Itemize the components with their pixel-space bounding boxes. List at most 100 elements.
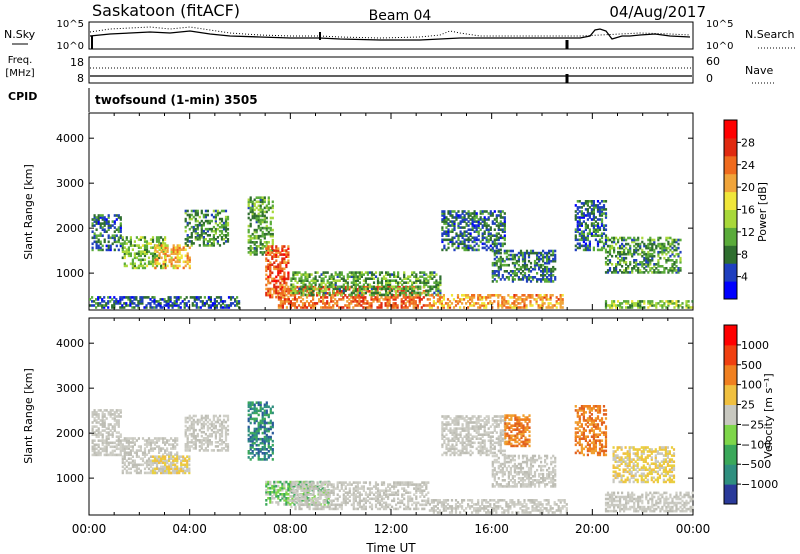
range-cell <box>251 407 254 411</box>
range-cell <box>592 234 595 237</box>
range-cell <box>97 449 100 453</box>
range-cell <box>509 304 512 307</box>
range-cell <box>399 291 402 295</box>
range-cell <box>191 304 194 307</box>
range-cell <box>477 238 480 242</box>
range-cell <box>186 240 189 243</box>
range-cell <box>285 255 288 258</box>
range-cell <box>186 213 189 217</box>
range-cell <box>388 298 391 301</box>
range-cell <box>497 300 500 303</box>
range-cell <box>267 206 270 210</box>
range-cell <box>170 455 173 458</box>
range-cell <box>386 306 389 309</box>
range-cell <box>649 242 652 246</box>
range-cell <box>255 407 258 411</box>
range-cell <box>350 293 353 297</box>
range-cell <box>529 261 533 265</box>
range-cell <box>145 244 149 247</box>
range-cell <box>109 409 112 412</box>
range-cell <box>207 298 210 301</box>
range-cell <box>187 306 190 309</box>
range-cell <box>611 254 614 258</box>
range-cell <box>133 264 136 268</box>
range-cell <box>515 294 518 297</box>
range-cell <box>467 294 470 297</box>
range-cell <box>143 240 147 243</box>
range-cell <box>619 236 622 240</box>
range-cell <box>154 260 157 264</box>
range-cell <box>218 418 222 422</box>
range-cell <box>135 304 138 307</box>
range-cell <box>533 259 537 263</box>
range-cell <box>487 294 490 297</box>
range-cell <box>503 300 506 303</box>
range-cell <box>99 232 102 235</box>
range-cell <box>287 482 290 486</box>
range-cell <box>172 248 175 251</box>
range-cell <box>170 256 173 260</box>
range-cell <box>407 289 410 293</box>
range-cell <box>635 302 638 305</box>
range-cell <box>364 287 367 291</box>
range-cell <box>174 256 177 260</box>
range-cell <box>499 214 502 217</box>
range-cell <box>304 271 307 274</box>
range-cell <box>176 244 179 247</box>
range-cell <box>582 236 585 240</box>
range-cell <box>271 206 274 210</box>
range-cell <box>657 238 660 242</box>
range-cell <box>431 273 434 276</box>
range-cell <box>580 232 583 235</box>
range-cell <box>604 261 608 264</box>
range-cell <box>645 246 648 250</box>
range-cell <box>285 501 288 504</box>
range-cell <box>91 421 94 424</box>
range-cell <box>324 289 327 293</box>
range-cell <box>207 296 210 299</box>
range-cell <box>113 429 116 432</box>
range-cell <box>145 459 149 463</box>
range-cell <box>378 291 382 295</box>
range-cell <box>598 228 602 231</box>
range-cell <box>675 261 678 264</box>
range-cell <box>168 443 171 446</box>
range-cell <box>542 274 545 277</box>
range-cell <box>251 446 254 449</box>
range-cell <box>111 425 114 428</box>
range-cell <box>283 253 286 256</box>
range-cell <box>400 300 403 303</box>
range-cell <box>557 302 560 305</box>
range-cell <box>300 279 303 282</box>
range-cell <box>649 240 652 244</box>
range-cell <box>366 277 369 280</box>
range-cell <box>584 222 587 225</box>
range-cell <box>348 271 351 274</box>
range-cell <box>402 285 405 289</box>
range-cell <box>275 488 278 492</box>
range-cell <box>172 443 175 446</box>
range-cell <box>202 422 205 426</box>
range-cell <box>301 290 305 293</box>
range-cell <box>438 300 441 303</box>
range-cell <box>267 202 270 206</box>
range-cell <box>336 302 339 305</box>
range-cell <box>206 426 209 430</box>
range-cell <box>220 236 224 239</box>
range-cell <box>509 306 512 309</box>
range-cell <box>479 212 482 215</box>
range-cell <box>224 428 228 432</box>
range-cell <box>459 298 462 301</box>
range-cell <box>162 453 165 456</box>
range-cell <box>279 281 282 285</box>
range-cell <box>253 411 256 415</box>
range-cell <box>91 411 94 414</box>
range-cell <box>459 306 462 309</box>
range-cell <box>521 298 524 301</box>
range-cell <box>186 434 189 438</box>
range-cell <box>255 417 258 421</box>
range-cell <box>168 453 171 456</box>
range-cell <box>410 285 413 289</box>
range-cell <box>318 288 321 291</box>
range-cell <box>479 296 482 299</box>
